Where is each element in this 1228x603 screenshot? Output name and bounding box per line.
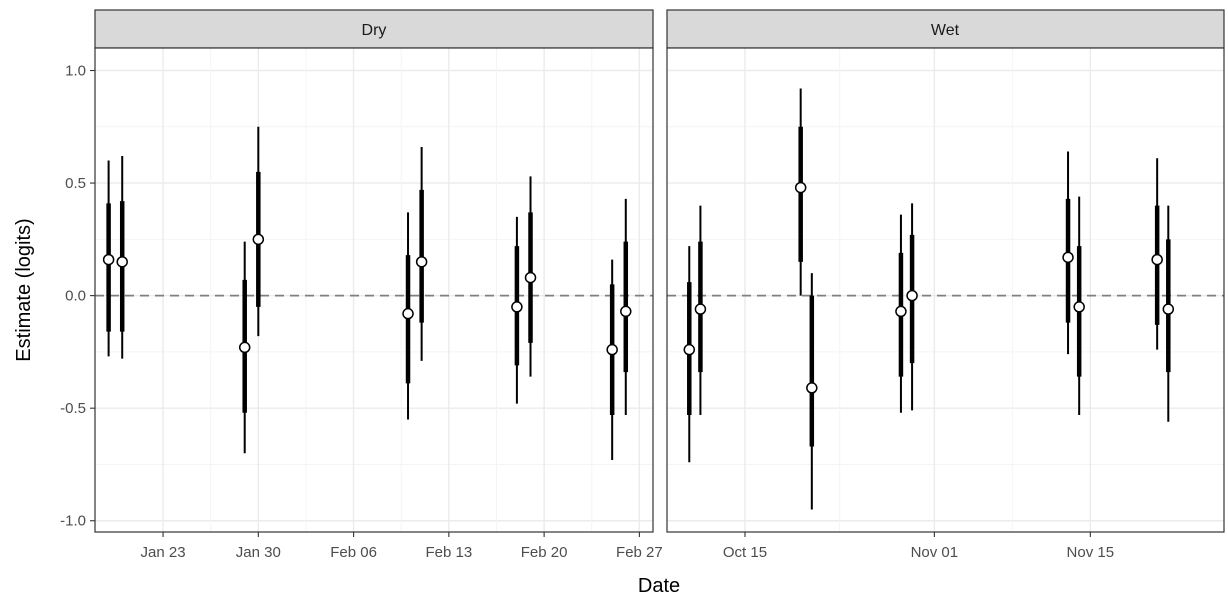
x-tick-label: Nov 15 [1067,544,1115,561]
x-axis-dry: Jan 23 Jan 30 Feb 06 Feb 13 Feb 20 Feb 27 [141,532,663,561]
point-estimate [794,181,807,194]
y-tick-label: -1.0 [60,513,86,530]
x-axis-title: Date [638,575,680,597]
point-estimate [1162,303,1175,315]
point-estimate [252,233,265,246]
point-estimate [402,307,414,320]
x-tick-label: Feb 06 [330,544,377,561]
point-estimate [415,256,428,268]
x-tick-label: Oct 15 [723,544,767,561]
x-tick-label: Nov 01 [911,544,959,561]
point-estimate [1073,301,1085,313]
point-estimate [511,301,523,313]
point-estimate [683,343,696,356]
point-estimate [1062,251,1074,264]
panel-background-wet [667,48,1224,532]
marks-dry [95,126,653,460]
point-estimate [238,341,251,354]
point-estimate [620,305,632,318]
x-tick-label: Feb 27 [616,544,663,561]
panel-dry: Dry Jan 23 Jan 30 Feb 06 Feb 13 Feb 20 Feb 27 [94,9,663,561]
y-tick-label: 0.0 [65,288,86,305]
strip-label-dry: Dry [362,22,387,39]
y-axis-title: Estimate (logits) [13,218,35,361]
x-tick-label: Feb 20 [521,544,568,561]
panel-border-dry [94,47,654,533]
panel-background-dry [95,48,653,532]
point-estimate [806,382,818,394]
x-tick-label: Jan 30 [236,544,281,561]
y-tick-label: 0.5 [65,175,86,192]
strip-label-wet: Wet [931,22,960,39]
y-tick-label: -0.5 [60,400,86,417]
point-estimate [906,289,918,302]
marks-wet [667,88,1224,510]
strip-background-dry [94,9,654,49]
point-estimate [1151,253,1163,266]
point-estimate [895,305,907,318]
point-estimate [102,253,115,266]
strip-background-wet [666,9,1225,49]
x-axis-wet: Oct 15 Nov 01 Nov 15 [723,532,1114,561]
panel-border-wet [666,47,1225,533]
point-estimate [524,271,537,284]
point-estimate [116,256,128,268]
y-axis: -1.0 -0.5 0.0 0.5 1.0 [60,63,95,530]
point-estimate [694,303,707,315]
point-estimate [606,343,618,356]
x-tick-label: Feb 13 [426,544,473,561]
y-tick-label: 1.0 [65,63,86,80]
x-tick-label: Jan 23 [141,544,186,561]
panel-wet: Wet Oct 15 Nov 01 Nov 15 [666,9,1225,561]
